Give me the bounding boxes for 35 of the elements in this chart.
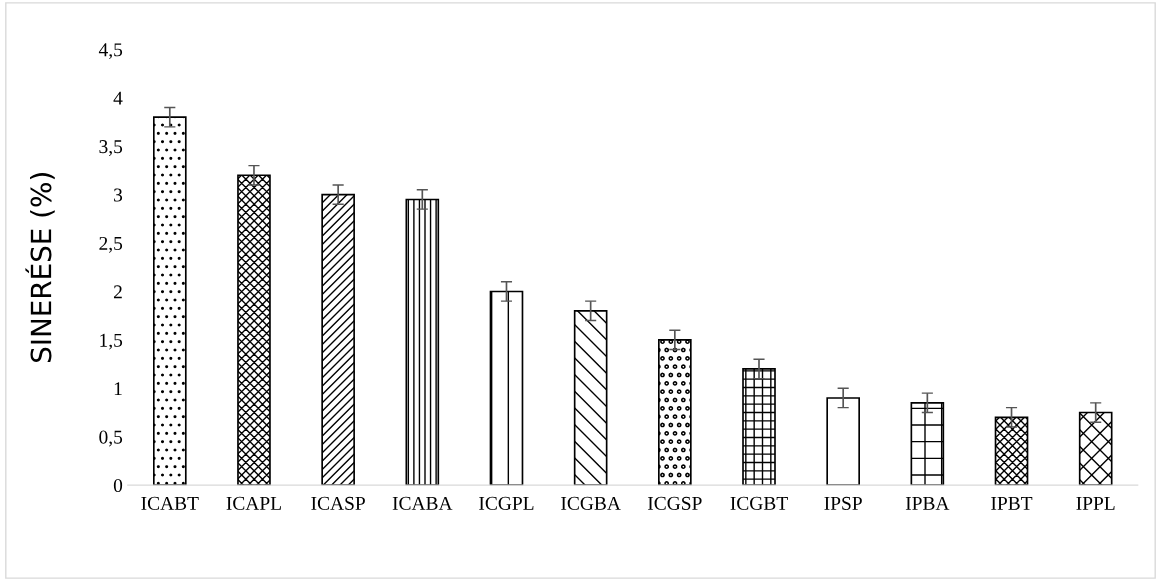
- x-tick-label: ICGBT: [730, 496, 788, 510]
- x-tick-label: ICASP: [311, 496, 365, 510]
- y-tick-label: 0: [113, 478, 123, 493]
- bar: [910, 401, 945, 486]
- bar: [405, 198, 440, 486]
- x-tick-label: ICGBA: [561, 496, 621, 510]
- y-tick-label: 2,5: [99, 236, 123, 253]
- y-axis-title: SINERÉSE (%): [25, 173, 55, 362]
- bar: [994, 416, 1029, 486]
- y-tick-label: 2: [113, 285, 122, 299]
- bar: [826, 397, 861, 486]
- y-tick-label: 1: [114, 382, 122, 396]
- bar: [321, 193, 355, 486]
- x-tick-label: ICABA: [392, 496, 453, 510]
- y-tick-label: 4,5: [98, 43, 123, 60]
- bar: [658, 339, 692, 486]
- x-tick-label: IPPL: [1076, 497, 1115, 510]
- bar: [742, 368, 776, 486]
- y-tick-label: 0,5: [99, 430, 123, 447]
- x-tick-label: ICGSP: [647, 496, 702, 510]
- x-tick-label: ICGPL: [479, 496, 534, 510]
- bar: [573, 309, 608, 486]
- bar: [1078, 411, 1113, 486]
- x-tick-label: IPBT: [991, 497, 1033, 510]
- y-tick-label: 3,5: [99, 140, 123, 156]
- y-tick-label: 1,5: [100, 333, 123, 350]
- bar: [489, 290, 524, 486]
- bar: [152, 116, 187, 486]
- y-tick-label: 4: [113, 91, 123, 105]
- x-tick-label: ICABT: [141, 496, 199, 510]
- y-tick-label: 3: [114, 188, 123, 202]
- x-tick-label: IPSP: [824, 496, 862, 510]
- x-tick-label: ICAPL: [226, 496, 281, 510]
- x-tick-label: IPBA: [905, 496, 950, 510]
- bar: [237, 174, 271, 486]
